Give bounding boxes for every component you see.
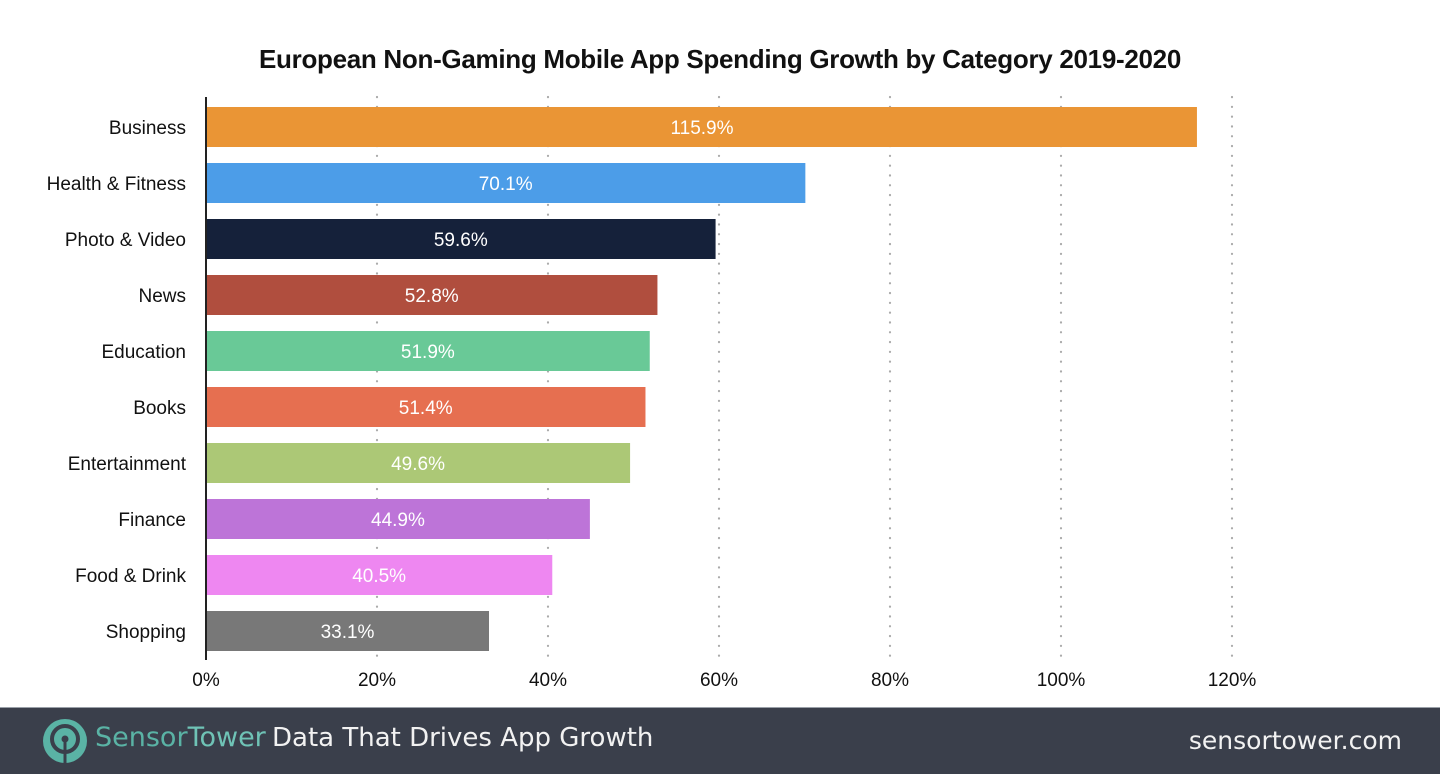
x-tick-label: 0% bbox=[192, 670, 220, 691]
category-label: Photo & Video bbox=[65, 230, 186, 251]
x-tick-label: 60% bbox=[700, 670, 738, 691]
x-tick-label: 100% bbox=[1037, 670, 1086, 691]
value-label: 52.8% bbox=[405, 286, 459, 307]
website-link[interactable]: sensortower.com bbox=[1188, 726, 1402, 755]
bar bbox=[206, 387, 646, 427]
category-label: Food & Drink bbox=[75, 566, 186, 587]
footer-bar: SensorTower Data That Drives App Growth … bbox=[0, 707, 1440, 774]
bar bbox=[206, 163, 806, 203]
category-label: Finance bbox=[118, 510, 186, 531]
brand-name-part1: Sensor bbox=[95, 722, 188, 753]
category-label: Books bbox=[133, 398, 186, 419]
value-label: 115.9% bbox=[670, 118, 733, 139]
value-label: 44.9% bbox=[371, 510, 425, 531]
bar bbox=[206, 555, 553, 595]
value-label: 59.6% bbox=[434, 230, 488, 251]
x-tick-labels: 0% 20% 40% 60% 80% 100% 120% bbox=[192, 670, 1256, 691]
bar bbox=[206, 107, 1197, 147]
bars bbox=[206, 107, 1197, 651]
category-label: Shopping bbox=[106, 622, 186, 643]
tagline: Data That Drives App Growth bbox=[272, 723, 654, 753]
bar bbox=[206, 219, 716, 259]
category-labels: Business Health & Fitness Photo & Video New… bbox=[47, 118, 187, 643]
bar bbox=[206, 443, 631, 483]
x-tick-label: 20% bbox=[358, 670, 396, 691]
bar bbox=[206, 275, 658, 315]
value-label: 70.1% bbox=[479, 174, 533, 195]
bar bbox=[206, 499, 590, 539]
category-label: News bbox=[138, 286, 186, 307]
value-label: 51.9% bbox=[401, 342, 455, 363]
bar bbox=[206, 331, 650, 371]
x-tick-label: 120% bbox=[1208, 670, 1257, 691]
value-label: 49.6% bbox=[391, 454, 445, 475]
value-label: 51.4% bbox=[399, 398, 453, 419]
brand-name: SensorTower bbox=[95, 722, 266, 753]
x-tick-label: 40% bbox=[529, 670, 567, 691]
value-label: 33.1% bbox=[321, 622, 375, 643]
category-label: Entertainment bbox=[68, 454, 187, 475]
category-label: Health & Fitness bbox=[47, 174, 186, 195]
sensortower-logo-icon bbox=[43, 719, 87, 764]
bar-chart: Business Health & Fitness Photo & Video New… bbox=[47, 95, 1256, 691]
value-labels: 115.9% 70.1% 59.6% 52.8% 51.9% 51.4% 49.6% 44.9… bbox=[321, 118, 734, 643]
category-label: Education bbox=[101, 342, 186, 363]
chart-title: European Non-Gaming Mobile App Spending … bbox=[259, 44, 1181, 74]
category-label: Business bbox=[109, 118, 186, 139]
x-tick-label: 80% bbox=[871, 670, 909, 691]
bar bbox=[206, 611, 490, 651]
value-label: 40.5% bbox=[352, 566, 406, 587]
brand-name-part2: Tower bbox=[187, 722, 266, 753]
